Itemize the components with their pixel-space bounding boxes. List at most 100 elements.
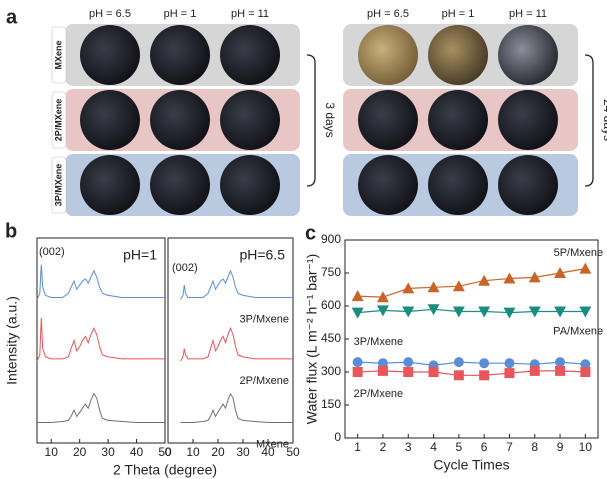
y-tick-label: 0 xyxy=(334,430,341,444)
data-point xyxy=(429,367,439,377)
sample-photo xyxy=(150,25,210,85)
x-tick-label: 0 xyxy=(165,445,172,459)
x-tick-label: 9 xyxy=(557,440,564,454)
data-point xyxy=(454,357,464,367)
data-point xyxy=(555,366,565,376)
data-point xyxy=(454,370,464,380)
column-label: pH = 1 xyxy=(164,8,197,20)
bracket xyxy=(307,55,315,186)
panel-label: b xyxy=(5,220,17,242)
x-tick-label: 30 xyxy=(101,445,115,459)
sample-photo xyxy=(220,155,280,215)
y-axis-label: Water flux (L m⁻² h⁻¹ bar⁻¹) xyxy=(304,254,320,424)
plot-frame xyxy=(37,238,165,443)
sample-photo xyxy=(428,25,488,85)
sample-photo xyxy=(150,155,210,215)
column-label: pH = 11 xyxy=(509,8,547,20)
data-line xyxy=(37,394,165,423)
y-tick-label: 300 xyxy=(321,364,341,378)
y-tick-label: 600 xyxy=(321,298,341,312)
series-label: 2P/Mxene xyxy=(354,388,404,400)
x-tick-label: 10 xyxy=(186,445,200,459)
data-point xyxy=(353,367,363,377)
duration-label: 3 days xyxy=(323,102,337,137)
sample-photo xyxy=(220,90,280,150)
panel-label: a xyxy=(6,6,18,28)
chart-title: pH=1 xyxy=(123,247,157,263)
annotation: (002) xyxy=(172,262,198,274)
sample-photo xyxy=(358,90,418,150)
sample-photo xyxy=(80,155,140,215)
column-label: pH = 6.5 xyxy=(367,8,409,20)
x-axis-label: 2 Theta (degree) xyxy=(113,462,217,478)
data-point xyxy=(403,367,413,377)
figure: a pH = 6.5pH = 1pH = 113 dayspH = 6.5pH … xyxy=(0,0,607,479)
x-tick-label: 5 xyxy=(456,440,463,454)
column-label: pH = 1 xyxy=(442,8,475,20)
x-tick-label: 7 xyxy=(506,440,513,454)
data-point xyxy=(352,308,364,319)
data-line xyxy=(37,318,165,361)
data-point xyxy=(403,357,413,367)
data-point xyxy=(402,307,414,318)
x-tick-label: 10 xyxy=(45,445,59,459)
series-label: Mxene xyxy=(256,438,289,450)
sample-photo xyxy=(220,25,280,85)
data-point xyxy=(378,366,388,376)
column-label: pH = 11 xyxy=(231,8,269,20)
column-label: pH = 6.5 xyxy=(89,8,131,20)
sample-photo xyxy=(498,25,558,85)
data-line xyxy=(37,265,165,300)
chart-title: pH=6.5 xyxy=(239,247,285,263)
data-line xyxy=(358,371,586,375)
data-line xyxy=(358,309,586,312)
y-tick-label: 750 xyxy=(321,265,341,279)
x-tick-label: 10 xyxy=(579,440,593,454)
data-point xyxy=(504,368,514,378)
data-point xyxy=(579,263,591,274)
row-label: 2P/MXene xyxy=(53,99,63,142)
series-label: 5P/Mxene xyxy=(554,247,604,259)
data-point xyxy=(504,358,514,368)
y-tick-label: 450 xyxy=(321,331,341,345)
y-axis-label: Intensity (a.u.) xyxy=(4,296,20,385)
data-point xyxy=(580,367,590,377)
sample-photo xyxy=(498,155,558,215)
data-point xyxy=(555,357,565,367)
series-label: 3P/Mxene xyxy=(239,313,289,325)
x-tick-label: 20 xyxy=(73,445,87,459)
sample-photo xyxy=(428,90,488,150)
x-tick-label: 6 xyxy=(481,440,488,454)
data-line xyxy=(181,394,294,423)
data-point xyxy=(352,290,364,301)
series-label: 2P/Mxene xyxy=(239,375,289,387)
sample-photo xyxy=(358,155,418,215)
x-tick-label: 20 xyxy=(211,445,225,459)
data-line xyxy=(181,328,294,361)
data-line xyxy=(358,362,586,365)
series-label: 3P/Mxene xyxy=(354,336,404,348)
duration-label: 24 days xyxy=(601,99,607,141)
panel-label: c xyxy=(305,222,316,244)
data-point xyxy=(503,308,515,319)
x-tick-label: 1 xyxy=(354,440,361,454)
bracket xyxy=(585,55,593,186)
x-tick-label: 2 xyxy=(380,440,387,454)
x-tick-label: 8 xyxy=(531,440,538,454)
y-tick-label: 900 xyxy=(321,232,341,246)
x-tick-label: 3 xyxy=(405,440,412,454)
series-label: PA/Mxene xyxy=(553,325,603,337)
data-point xyxy=(353,357,363,367)
sample-photo xyxy=(80,90,140,150)
x-tick-label: 4 xyxy=(430,440,437,454)
sample-photo xyxy=(428,155,488,215)
data-point xyxy=(479,358,489,368)
data-point xyxy=(479,370,489,380)
data-point xyxy=(530,366,540,376)
x-tick-label: 40 xyxy=(130,445,144,459)
data-line xyxy=(181,271,294,300)
x-axis-label: Cycle Times xyxy=(433,457,509,473)
sample-photo xyxy=(498,90,558,150)
y-tick-label: 150 xyxy=(321,397,341,411)
sample-photo xyxy=(150,90,210,150)
